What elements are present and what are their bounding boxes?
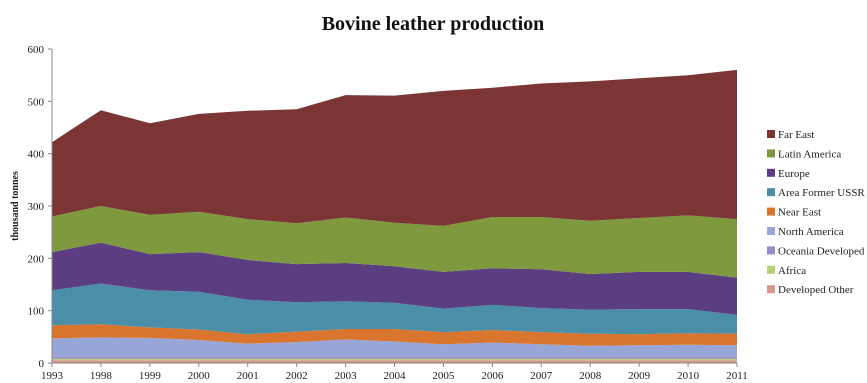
legend-label-developed-other: Developed Other <box>778 284 854 296</box>
area-north-america <box>52 337 737 357</box>
y-tick-label: 300 <box>28 201 45 213</box>
area-far-east <box>52 69 737 226</box>
legend: Far East Latin America Europe Area Former U… <box>767 129 865 296</box>
chart-title: Bovine leather production <box>322 13 545 35</box>
x-tick-label: 2006 <box>481 370 504 382</box>
x-tick-label: 2003 <box>335 370 358 382</box>
x-tick-label: 2005 <box>432 370 455 382</box>
area-oceania-developed <box>52 356 737 359</box>
y-tick-label: 600 <box>28 44 45 56</box>
area-area-former-ussr <box>52 283 737 335</box>
legend-swatch-near-east <box>767 207 775 216</box>
legend-swatch-far-east <box>767 130 775 138</box>
x-tick-label: 2000 <box>188 370 211 382</box>
area-africa <box>52 358 737 361</box>
legend-label-near-east: Near East <box>778 207 821 219</box>
axes-group: 0 100 200 300 400 500 600 1993 1998 1999 2000 2001 2… <box>28 44 748 382</box>
area-series-group <box>52 69 737 363</box>
y-tick-label: 100 <box>28 306 45 318</box>
legend-label-far-east: Far East <box>778 129 814 141</box>
legend-label-area-former-ussr: Area Former USSR <box>778 187 865 199</box>
y-tick-label: 200 <box>28 253 45 265</box>
y-tick-label: 500 <box>28 96 45 108</box>
legend-label-oceania-developed: Oceania Developed <box>778 245 865 257</box>
x-tick-label: 1993 <box>41 370 64 382</box>
area-near-east <box>52 324 737 346</box>
y-axis-label: thousand tonnes <box>10 171 21 241</box>
x-tick-label: 2002 <box>286 370 308 382</box>
legend-swatch-europe <box>767 168 775 177</box>
x-tick-label: 2008 <box>579 370 602 382</box>
y-tick-label: 0 <box>39 358 45 370</box>
legend-label-europe: Europe <box>778 168 810 180</box>
x-tick-label: 2010 <box>677 370 700 382</box>
x-tick-label: 2001 <box>237 370 259 382</box>
x-tick-label: 1998 <box>90 370 113 382</box>
y-tick-label: 400 <box>28 149 45 161</box>
legend-label-africa: Africa <box>778 265 806 277</box>
area-latin-america <box>52 206 737 278</box>
legend-label-north-america: North America <box>778 226 844 238</box>
legend-swatch-area-former-ussr <box>767 188 775 197</box>
legend-swatch-africa <box>767 265 775 274</box>
legend-swatch-oceania-developed <box>767 246 775 255</box>
area-europe <box>52 242 737 315</box>
legend-swatch-developed-other <box>767 285 775 294</box>
area-developed-other <box>52 360 737 363</box>
legend-swatch-latin-america <box>767 149 775 158</box>
legend-swatch-north-america <box>767 227 775 235</box>
x-tick-label: 1999 <box>139 370 162 382</box>
x-tick-label: 2007 <box>530 370 553 382</box>
x-tick-label: 2004 <box>384 370 407 382</box>
legend-label-latin-america: Latin America <box>778 148 841 160</box>
x-tick-label: 2011 <box>726 370 748 382</box>
x-tick-label: 2009 <box>628 370 651 382</box>
